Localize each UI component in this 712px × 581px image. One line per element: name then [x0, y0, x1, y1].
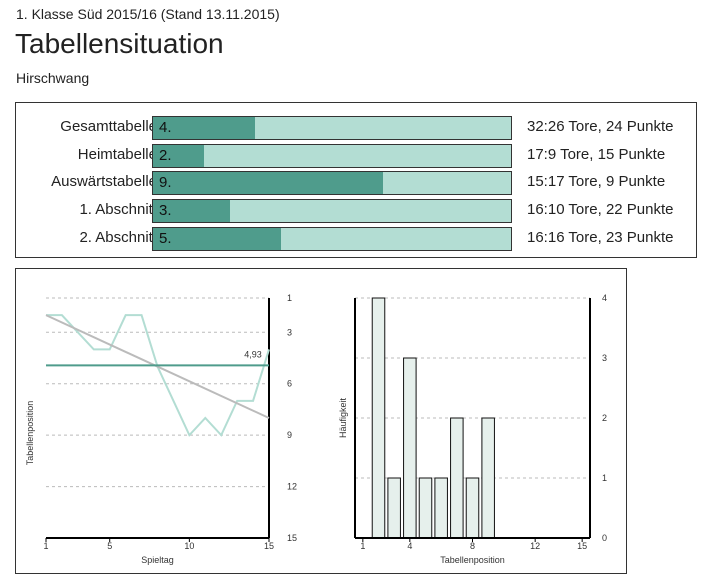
position-bar: 5.	[152, 227, 512, 251]
y-tick-label: 4	[602, 293, 607, 303]
x-tick-label: 15	[577, 541, 587, 551]
trend-line	[45, 314, 270, 419]
frequency-bar	[371, 297, 386, 539]
x-axis-title: Tabellenposition	[440, 555, 505, 565]
x-tick-label: 15	[264, 541, 274, 551]
row-label: Auswärtstabelle	[51, 173, 157, 190]
row-label: Heimtabelle	[77, 146, 157, 163]
y-tick-label: 15	[287, 533, 297, 543]
frequency-bar	[465, 477, 480, 539]
x-tick-label: 5	[107, 541, 112, 551]
row-label: Gesamttabelle	[60, 118, 157, 135]
y-tick-label: 9	[287, 430, 292, 440]
row-stats: 17:9 Tore, 15 Punkte	[527, 146, 666, 163]
page-title: Tabellensituation	[15, 28, 224, 59]
standings-row: Auswärtstabelle 9. 15:17 Tore, 9 Punkte	[16, 171, 696, 195]
row-stats: 16:16 Tore, 23 Punkte	[527, 229, 674, 246]
team-name: Hirschwang	[16, 70, 90, 86]
standings-row: 1. Abschnitt 3. 16:10 Tore, 22 Punkte	[16, 199, 696, 223]
standings-row: Heimtabelle 2. 17:9 Tore, 15 Punkte	[16, 144, 696, 168]
position-bar-fill	[153, 200, 230, 222]
row-stats: 15:17 Tore, 9 Punkte	[527, 173, 666, 190]
position-bar-fill	[153, 228, 281, 250]
position-bar: 2.	[152, 144, 512, 168]
frequency-bar	[450, 417, 464, 539]
y-tick-label: 0	[602, 533, 607, 543]
position-value: 9.	[159, 174, 172, 191]
frequency-bar	[387, 477, 401, 539]
x-tick-label: 1	[360, 541, 365, 551]
y-tick-label: 2	[602, 413, 607, 423]
standings-row: Gesamttabelle 4. 32:26 Tore, 24 Punkte	[16, 116, 696, 140]
row-stats: 16:10 Tore, 22 Punkte	[527, 201, 674, 218]
position-value: 3.	[159, 202, 172, 219]
x-tick-label: 12	[530, 541, 540, 551]
y-axis-title: Tabellenposition	[25, 401, 35, 466]
standings-row: 2. Abschnitt 5. 16:16 Tore, 23 Punkte	[16, 227, 696, 251]
position-value: 2.	[159, 147, 172, 164]
position-bar: 3.	[152, 199, 512, 223]
league-subtitle: 1. Klasse Süd 2015/16 (Stand 13.11.2015)	[16, 6, 280, 22]
y-tick-label: 12	[287, 482, 297, 492]
position-bar-fill	[153, 145, 205, 167]
x-tick-label: 1	[43, 541, 48, 551]
y-axis-title: Häufigkeit	[338, 397, 348, 438]
position-bar: 9.	[152, 171, 512, 195]
x-axis-title: Spieltag	[141, 555, 174, 565]
x-tick-label: 10	[184, 541, 194, 551]
y-tick-label: 6	[287, 379, 292, 389]
x-tick-label: 8	[470, 541, 475, 551]
y-tick-label: 3	[602, 353, 607, 363]
position-bar-fill	[153, 172, 384, 194]
charts-panel: 1 3 6 9 12 15 1 5 10 15 4,93 Spieltag Tabellenpositi…	[15, 268, 627, 574]
position-line	[46, 314, 270, 437]
position-bar: 4.	[152, 116, 512, 140]
frequency-bar	[481, 417, 495, 539]
x-tick-label: 4	[407, 541, 412, 551]
row-label: 2. Abschnitt	[79, 229, 157, 246]
standings-panel: Gesamttabelle 4. 32:26 Tore, 24 Punkte H…	[15, 102, 697, 258]
y-tick-label: 1	[287, 293, 292, 303]
y-tick-label: 1	[602, 473, 607, 483]
row-label: 1. Abschnitt	[79, 201, 157, 218]
y-tick-label: 3	[287, 327, 292, 337]
position-value: 5.	[159, 230, 172, 247]
position-value: 4.	[159, 119, 172, 136]
row-stats: 32:26 Tore, 24 Punkte	[527, 118, 674, 135]
frequency-bar	[434, 477, 448, 539]
average-label: 4,93	[244, 349, 262, 359]
frequency-bar	[403, 357, 417, 539]
position-bar-fill	[153, 117, 256, 139]
frequency-bar	[418, 477, 433, 539]
